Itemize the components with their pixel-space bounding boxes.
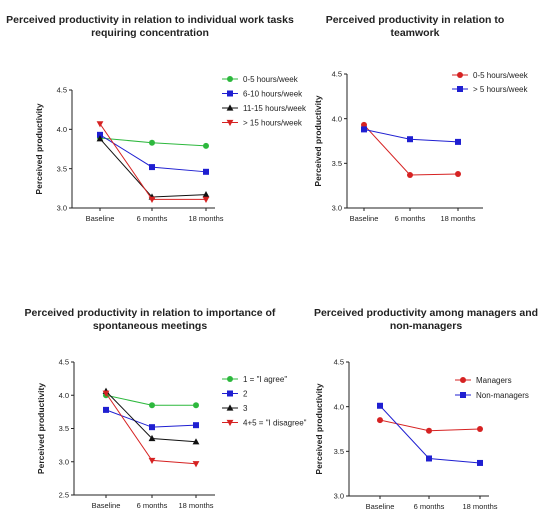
chart-1-data-point — [149, 139, 155, 146]
chart-1-legend-marker — [227, 90, 233, 97]
chart-2-x-tick-label: 6 months — [395, 214, 426, 223]
chart-3-data-point — [192, 461, 200, 468]
chart-3-data-point — [103, 406, 109, 413]
chart-4-data-point — [377, 402, 383, 409]
chart-4-x-tick-label: Baseline — [366, 502, 395, 511]
chart-2-y-tick-label: 4.5 — [332, 70, 342, 79]
chart-1-data-point — [202, 196, 210, 203]
chart-4-data-point — [426, 455, 432, 462]
chart-1-data-point — [149, 164, 155, 171]
chart-2-y-tick-label: 4.0 — [332, 114, 342, 123]
chart-3-data-point — [148, 457, 156, 465]
chart-1-x-tick-label: Baseline — [86, 214, 115, 223]
chart-4-y-tick-label: 3.5 — [334, 447, 344, 456]
chart-1-y-tick-label: 3.5 — [57, 164, 67, 173]
chart-2-legend-label: > 5 hours/week — [473, 85, 528, 94]
chart-2-y-tick-label: 3.5 — [332, 159, 342, 168]
chart-3-legend-marker — [227, 390, 233, 397]
chart-1-data-point — [203, 168, 209, 175]
chart-2-y-tick-label: 3.0 — [332, 204, 342, 213]
chart-3-data-point — [148, 434, 156, 442]
chart-3-x-tick-label: 6 months — [137, 501, 168, 510]
chart-4-y-axis-label: Perceived productivity — [314, 383, 324, 474]
chart-4-data-point — [477, 459, 483, 466]
chart-3-y-tick-label: 3.0 — [59, 457, 69, 466]
chart-4-series-line — [379, 405, 481, 464]
chart-2-data-point — [455, 171, 461, 178]
chart-3-data-point — [193, 402, 199, 409]
chart-4-data-point — [377, 417, 383, 424]
chart-1-legend-label: 0-5 hours/week — [243, 75, 299, 84]
chart-3-y-tick-label: 4.5 — [59, 358, 69, 367]
chart-4-y-tick-label: 3.0 — [334, 492, 344, 501]
chart-3-legend-marker — [226, 404, 234, 411]
chart-4-legend-marker — [460, 377, 466, 383]
chart-4-title: Perceived productivity among managers an… — [313, 307, 539, 332]
chart-1-y-tick-label: 4.0 — [57, 125, 67, 134]
chart-2-data-point — [361, 126, 367, 133]
chart-4-legend-label: Managers — [476, 376, 512, 385]
chart-3-data-point — [149, 424, 155, 431]
chart-1-legend-marker — [226, 104, 234, 111]
chart-3-legend-marker — [226, 419, 234, 427]
chart-3-data-point — [193, 422, 199, 429]
chart-4-legend-label: Non-managers — [476, 391, 529, 400]
chart-4-data-point — [426, 427, 432, 434]
chart-3-legend-label: 2 — [243, 389, 248, 398]
chart-3-title: Perceived productivity in relation to im… — [24, 307, 276, 332]
chart-3-x-tick-label: Baseline — [92, 501, 121, 510]
chart-2-data-point — [407, 171, 413, 178]
chart-1-data-point — [97, 131, 103, 138]
chart-1-data-point — [96, 135, 104, 142]
chart-3-data-point — [192, 438, 200, 445]
chart-3-y-tick-label: 4.0 — [59, 391, 69, 400]
chart-2-y-axis-label: Perceived productivity — [313, 95, 323, 186]
chart-1-data-point — [202, 191, 210, 198]
chart-1-data-point — [203, 142, 209, 149]
chart-2-data-point — [455, 138, 461, 145]
chart-1-legend-label: 6-10 hours/week — [243, 89, 303, 98]
chart-3-y-tick-label: 3.5 — [59, 424, 69, 433]
chart-2-data-point — [407, 136, 413, 143]
chart-4-x-tick-label: 6 months — [414, 502, 445, 511]
chart-3-legend-label: 4+5 = "I disagree" — [243, 418, 307, 427]
chart-2-title: Perceived productivity in relation to te… — [325, 14, 505, 39]
chart-1-y-tick-label: 4.5 — [57, 86, 67, 95]
chart-1-title: Perceived productivity in relation to in… — [6, 14, 294, 39]
chart-1-x-tick-label: 6 months — [137, 214, 168, 223]
chart-2-legend-label: 0-5 hours/week — [473, 71, 529, 80]
chart-1-x-tick-label: 18 months — [188, 214, 223, 223]
chart-1-data-point — [148, 196, 156, 203]
chart-2-legend-marker — [457, 72, 463, 78]
chart-3-legend-label: 1 = "I agree" — [243, 375, 287, 384]
chart-3-data-point — [149, 402, 155, 409]
chart-4-y-tick-label: 4.0 — [334, 402, 344, 411]
chart-3-y-axis-label: Perceived productivity — [36, 383, 46, 474]
chart-3-y-tick-label: 2.5 — [59, 491, 69, 500]
chart-1-legend-label: > 15 hours/week — [243, 118, 303, 127]
chart-3-x-tick-label: 18 months — [178, 501, 213, 510]
chart-3-legend-label: 3 — [243, 404, 248, 413]
chart-3-legend-marker — [227, 376, 233, 382]
chart-2-x-tick-label: 18 months — [440, 214, 475, 223]
chart-1-legend-label: 11-15 hours/week — [243, 104, 307, 113]
chart-4-data-point — [477, 426, 483, 432]
chart-1-legend-marker — [226, 119, 234, 127]
chart-4-x-tick-label: 18 months — [462, 502, 497, 511]
chart-1-legend-marker — [227, 76, 233, 82]
chart-4-y-tick-label: 4.5 — [334, 358, 344, 367]
chart-2-x-tick-label: Baseline — [350, 214, 379, 223]
chart-1-data-point — [96, 121, 104, 128]
chart-1-y-axis-label: Perceived productivity — [34, 103, 44, 194]
chart-3-data-point — [102, 390, 110, 397]
chart-1-y-tick-label: 3.0 — [57, 204, 67, 213]
chart-2-legend-marker — [457, 86, 463, 92]
chart-4-legend-marker — [460, 392, 466, 398]
